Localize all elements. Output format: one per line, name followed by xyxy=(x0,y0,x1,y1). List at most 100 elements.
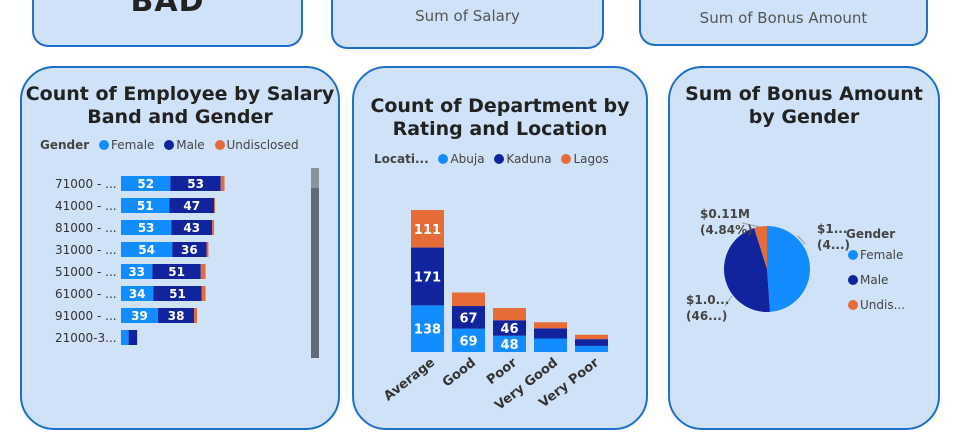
legend-item-undisclosed[interactable]: Undisclosed xyxy=(226,138,299,152)
data-label: 36 xyxy=(181,243,198,257)
data-label: 43 xyxy=(183,221,200,235)
bar-segment-undisclosed xyxy=(194,308,197,323)
chart-legend: Locati... Abuja Kaduna Lagos xyxy=(374,152,609,166)
legend-dot-male xyxy=(848,275,858,285)
bar-segment-male xyxy=(172,242,207,257)
legend-item-male[interactable]: Male xyxy=(176,138,205,152)
kpi-card-rating[interactable]: BAD xyxy=(32,0,303,47)
legend-item-undisclosed[interactable]: Undis... xyxy=(860,298,906,312)
bar-segment-abuja xyxy=(452,328,485,352)
bonus-gender-chart-card[interactable]: Sum of Bonus Amount by Gender $1... (4...… xyxy=(668,66,940,430)
pie-slice-undisclosed xyxy=(754,226,767,269)
bar-segment-female xyxy=(121,308,159,323)
bar-segment-male xyxy=(152,264,201,279)
data-label: 171 xyxy=(414,270,441,285)
data-label: 47 xyxy=(183,199,200,213)
bar-segment-undisclosed xyxy=(212,220,215,235)
data-label: 38 xyxy=(168,309,185,323)
data-label: 111 xyxy=(414,223,441,238)
data-label: 69 xyxy=(459,334,477,349)
data-label: 53 xyxy=(187,177,204,191)
chart-legend: Gender Female Male Undisclosed xyxy=(40,138,299,152)
scrollbar-thumb[interactable] xyxy=(311,168,319,188)
bar-segment-undisclosed xyxy=(220,176,225,191)
bar-segment-male xyxy=(128,330,138,345)
bar-segment-lagos xyxy=(575,334,608,340)
bar-segment-lagos xyxy=(534,322,567,329)
category-label: 21000-3... xyxy=(55,331,117,345)
bar-segment-male xyxy=(171,220,213,235)
bar-segment-male xyxy=(169,198,215,213)
data-label: (46...) xyxy=(686,309,727,323)
data-label: 67 xyxy=(459,311,477,326)
category-label: Good xyxy=(440,355,479,390)
data-label: $1.0... xyxy=(686,293,729,307)
data-label: 34 xyxy=(129,287,146,301)
data-label: (4...) xyxy=(817,238,850,252)
bar-segment-male xyxy=(153,286,202,301)
bar-segment-male xyxy=(170,176,221,191)
bar-segment-undisclosed xyxy=(200,264,206,279)
data-label: $1... xyxy=(817,222,847,236)
data-label: 52 xyxy=(137,177,154,191)
bar-segment-abuja xyxy=(493,335,526,352)
bar-segment-kaduna xyxy=(452,306,485,329)
data-label: 138 xyxy=(414,323,441,338)
chart-title: Sum of Bonus Amount by Gender xyxy=(685,83,923,128)
bar-segment-male xyxy=(158,308,195,323)
legend-item-male[interactable]: Male xyxy=(860,273,889,287)
bar-segment-female xyxy=(121,264,153,279)
data-label: 51 xyxy=(168,265,185,279)
bar-segment-female xyxy=(121,242,173,257)
legend-item-female[interactable]: Female xyxy=(111,138,155,152)
department-rating-chart-card[interactable]: Count of Department by Rating and Locati… xyxy=(352,66,648,430)
legend-item-female[interactable]: Female xyxy=(860,248,904,262)
kpi-value: BAD xyxy=(130,0,205,19)
category-label: 81000 - ... xyxy=(55,221,117,235)
legend-title: Gender xyxy=(40,138,90,152)
bar-segment-abuja xyxy=(575,345,608,352)
legend-item-abuja[interactable]: Abuja xyxy=(450,152,485,166)
category-label: 61000 - ... xyxy=(55,287,117,301)
bar-segment-kaduna xyxy=(534,328,567,339)
kpi-card-bonus[interactable]: Sum of Bonus Amount xyxy=(639,0,928,46)
category-label: 91000 - ... xyxy=(55,309,117,323)
salary-band-chart-card[interactable]: Count of Employee by Salary Band and Gen… xyxy=(20,66,340,430)
bar-segment-abuja xyxy=(411,305,444,352)
legend-dot-kaduna xyxy=(494,154,505,164)
kpi-label: Sum of Bonus Amount xyxy=(699,9,868,27)
category-label: 51000 - ... xyxy=(55,265,117,279)
pie-slice-male xyxy=(724,227,770,312)
bar-segment-female xyxy=(121,286,154,301)
pie-slice-female xyxy=(767,226,810,312)
legend-item-lagos[interactable]: Lagos xyxy=(573,152,609,166)
leader-line xyxy=(741,222,761,228)
scrollbar-track[interactable] xyxy=(311,168,319,358)
bar-segment-kaduna xyxy=(411,247,444,306)
leader-line xyxy=(797,235,806,245)
leader-line xyxy=(724,295,733,307)
bar-segment-female xyxy=(121,198,170,213)
bar-segment-female xyxy=(121,176,171,191)
legend-dot-female xyxy=(99,140,110,150)
bar-segment-female xyxy=(121,330,129,345)
bar-segment-female xyxy=(121,220,172,235)
legend-title: Locati... xyxy=(374,152,429,166)
category-label: 41000 - ... xyxy=(55,199,117,213)
bar-segment-lagos xyxy=(493,308,526,321)
kpi-label: Sum of Salary xyxy=(415,7,520,25)
legend-item-kaduna[interactable]: Kaduna xyxy=(506,152,552,166)
legend-title: Gender xyxy=(846,227,896,241)
kpi-card-salary[interactable]: Sum of Salary xyxy=(331,0,604,49)
legend-dot-female xyxy=(848,250,858,260)
bar-segment-kaduna xyxy=(575,339,608,346)
bar-segment-undisclosed xyxy=(206,242,209,257)
data-label: 48 xyxy=(500,338,518,353)
legend-dot-male xyxy=(164,140,175,150)
data-label: 53 xyxy=(138,221,155,235)
bar-segment-kaduna xyxy=(493,320,526,336)
data-label: 51 xyxy=(137,199,154,213)
category-label: 31000 - ... xyxy=(55,243,117,257)
legend-dot-undisclosed xyxy=(214,140,225,150)
category-label: Average xyxy=(381,355,438,404)
